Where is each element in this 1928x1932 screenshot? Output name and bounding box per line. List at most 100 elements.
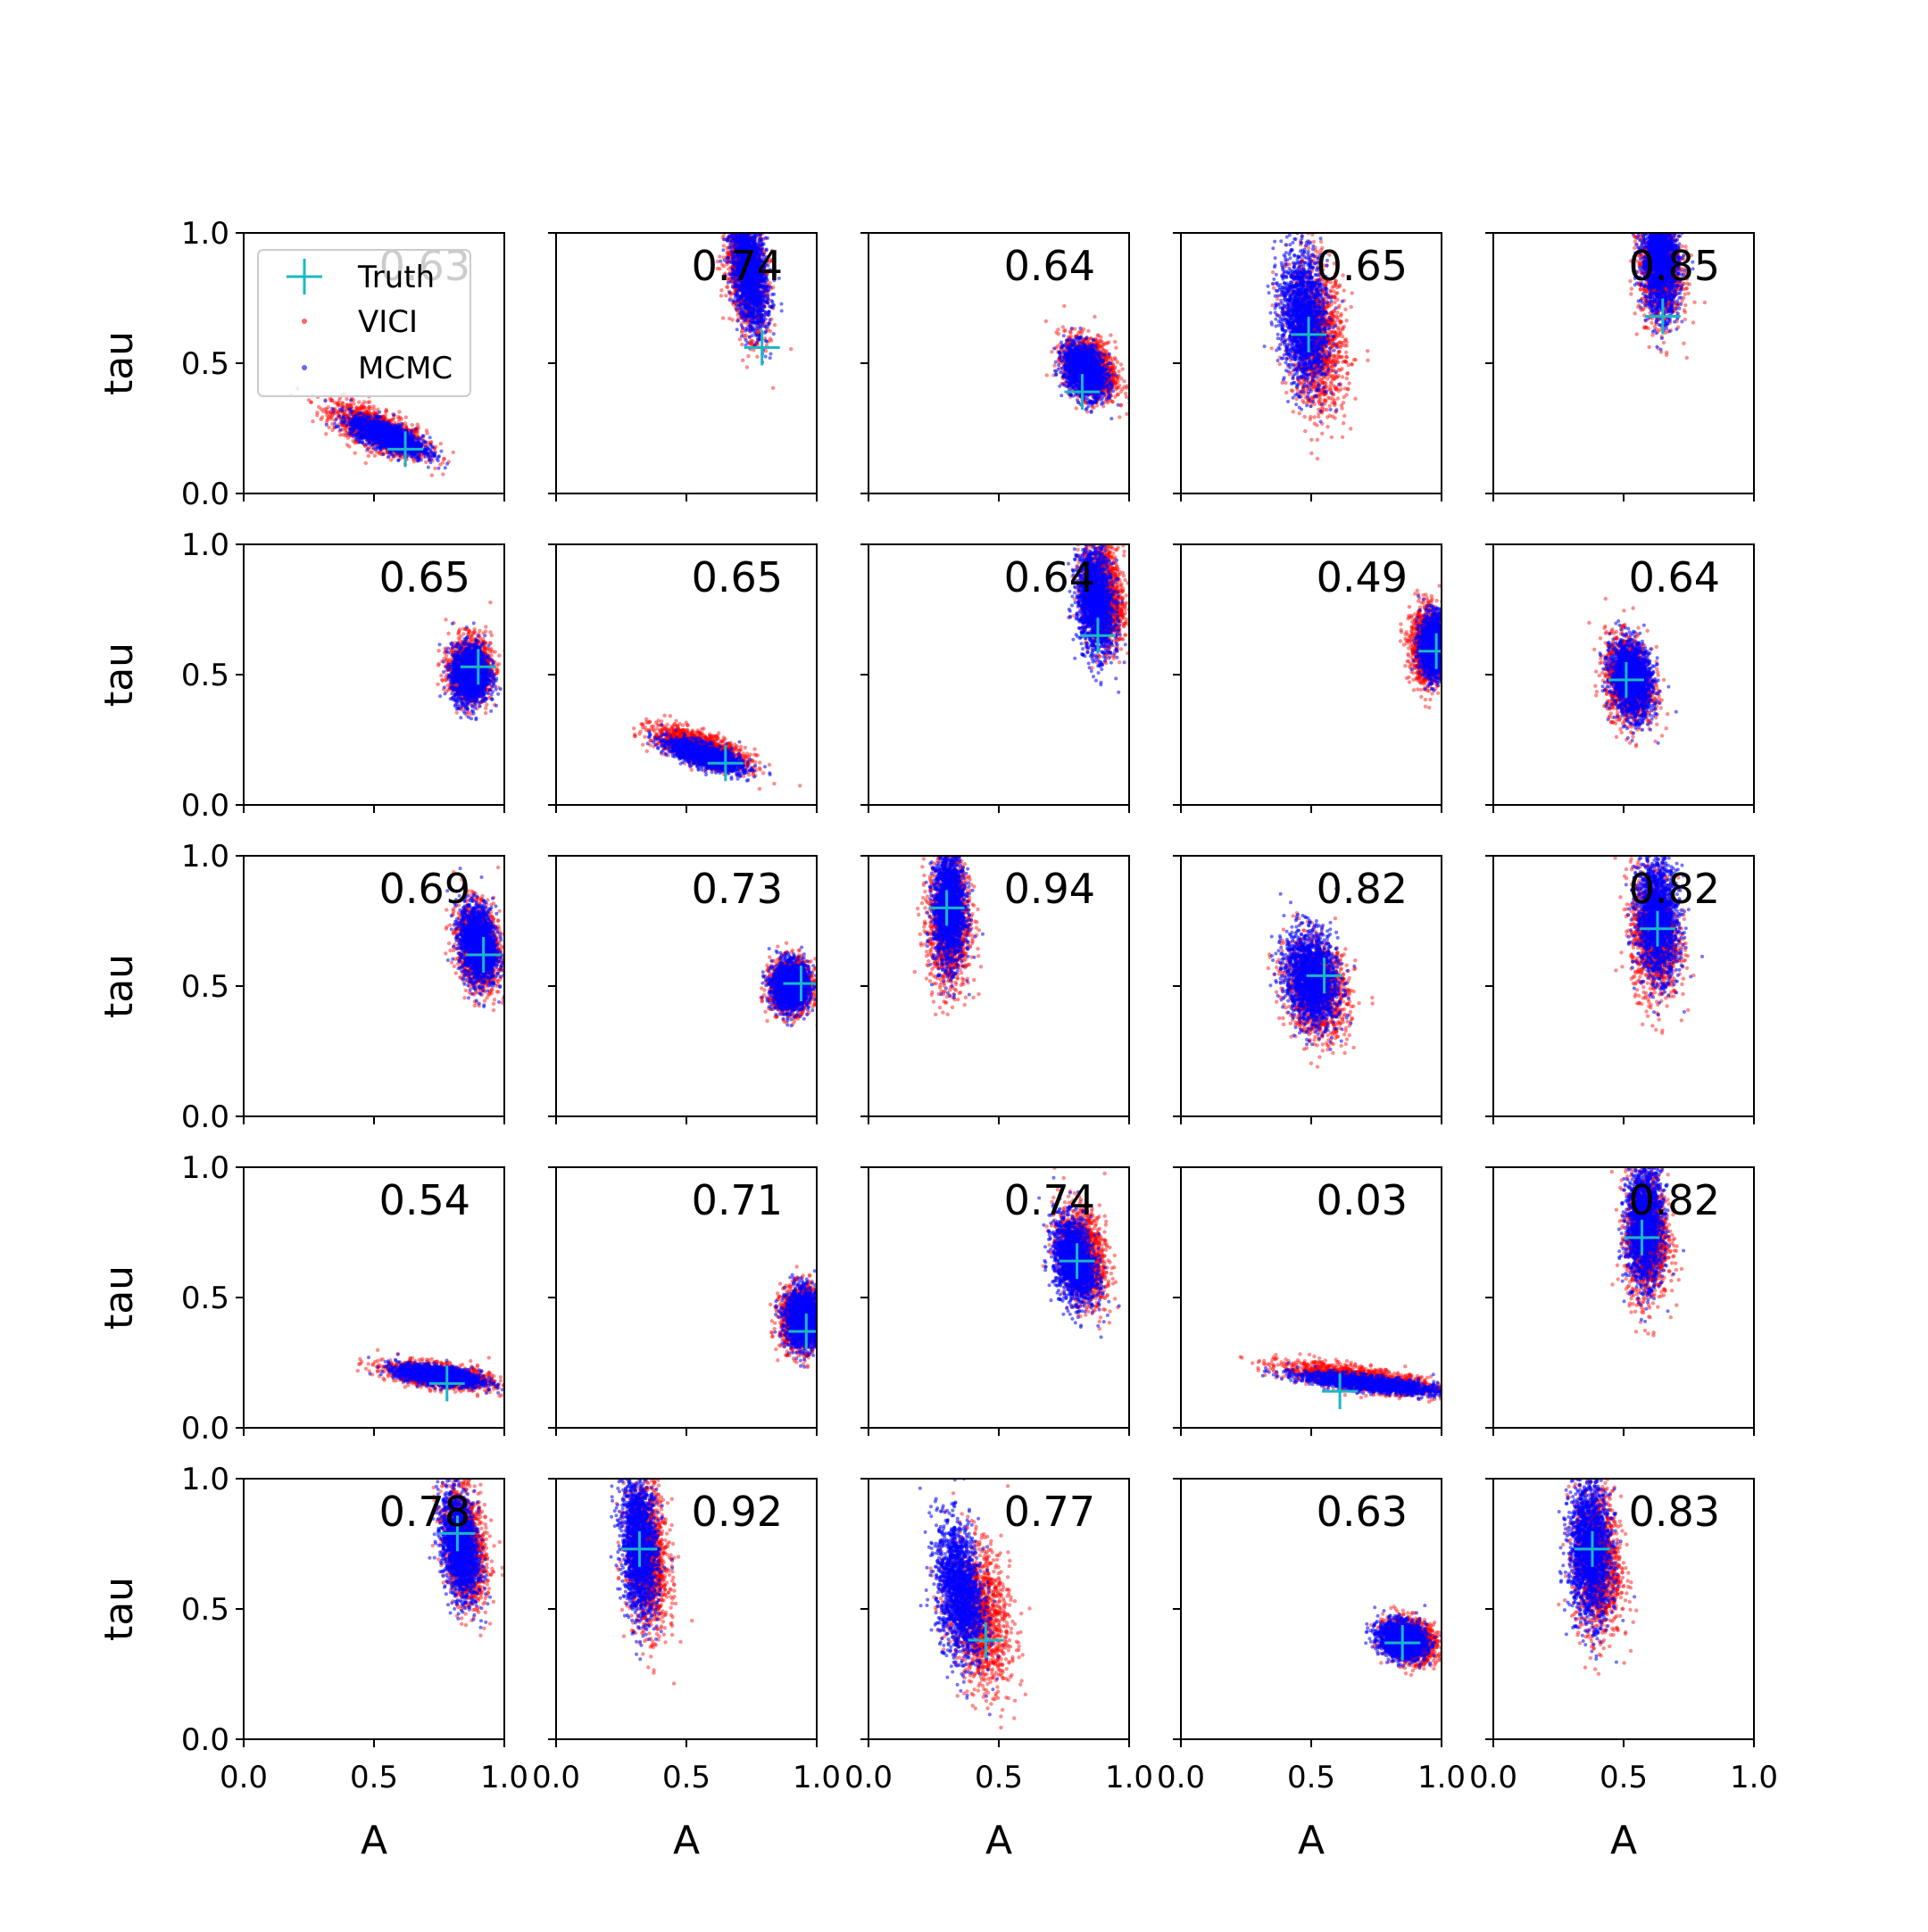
vici-point <box>741 220 744 224</box>
mcmc-point <box>383 427 386 430</box>
mcmc-point <box>325 423 328 427</box>
vici-point <box>724 215 727 219</box>
vici-point <box>735 227 739 230</box>
vici-point <box>742 211 745 215</box>
vici-point <box>734 196 737 200</box>
vici-point <box>739 190 743 194</box>
vici-point <box>753 198 757 202</box>
vici-point <box>735 220 739 224</box>
vici-point <box>731 165 735 169</box>
mcmc-point <box>740 335 744 338</box>
vici-point <box>747 228 751 231</box>
vici-point <box>441 472 445 476</box>
vici-point <box>349 402 353 406</box>
mcmc-point <box>444 466 447 469</box>
mcmc-point <box>392 440 395 444</box>
mcmc-point <box>376 415 379 419</box>
vici-point <box>735 223 738 227</box>
vici-point <box>734 199 737 203</box>
mcmc-point <box>744 211 748 215</box>
mcmc-point <box>421 439 425 443</box>
mcmc-point <box>362 413 366 417</box>
mcmc-point <box>358 440 362 444</box>
vici-point <box>749 216 752 220</box>
mcmc-point <box>750 208 753 211</box>
vici-point <box>735 225 738 228</box>
mcmc-point <box>356 422 360 426</box>
vici-point <box>397 410 401 413</box>
mcmc-point <box>738 218 742 221</box>
vici-point <box>736 225 740 228</box>
vici-point <box>746 217 750 220</box>
vici-point <box>728 223 732 227</box>
vici-point <box>324 432 328 435</box>
mcmc-point <box>396 459 400 462</box>
mcmc-point <box>737 208 741 211</box>
vici-point <box>735 202 738 205</box>
vici-point <box>735 211 739 215</box>
mcmc-point <box>332 410 336 413</box>
vici-point <box>719 215 722 219</box>
vici-point <box>722 201 726 204</box>
mcmc-point <box>392 413 395 417</box>
vici-point <box>734 226 737 229</box>
vici-point <box>345 397 348 401</box>
vici-point <box>738 226 742 229</box>
vici-point <box>749 210 752 213</box>
mcmc-point <box>324 399 328 402</box>
vici-point <box>726 207 729 211</box>
vici-point <box>731 223 735 227</box>
vici-point <box>742 223 745 227</box>
vici-point <box>750 214 753 218</box>
vici-point <box>735 213 738 217</box>
mcmc-point <box>341 409 345 412</box>
vici-point <box>737 211 741 215</box>
vici-point <box>732 216 735 220</box>
y-axis-label: tau <box>96 331 142 395</box>
mcmc-point <box>390 423 394 427</box>
vici-point <box>320 415 324 419</box>
vici-point <box>773 323 777 327</box>
vici-point <box>754 228 758 232</box>
vici-point <box>737 221 741 225</box>
vici-point <box>723 219 727 222</box>
vici-point <box>736 226 740 229</box>
vici-point <box>745 216 749 220</box>
mcmc-point <box>727 202 731 205</box>
vici-point <box>730 216 734 220</box>
vici-point <box>751 224 754 228</box>
vici-point <box>721 205 725 209</box>
vici-point <box>738 337 742 341</box>
vici-point <box>345 404 348 408</box>
vici-point <box>747 226 751 229</box>
mcmc-point <box>379 437 383 441</box>
vici-point <box>747 223 751 227</box>
vici-point <box>755 212 759 216</box>
mcmc-point <box>364 428 368 432</box>
mcmc-point <box>735 222 738 226</box>
mcmc-point <box>764 355 768 359</box>
vici-point <box>721 194 725 197</box>
mcmc-point <box>780 303 784 306</box>
mcmc-point <box>354 435 358 439</box>
vici-point <box>731 217 735 220</box>
mcmc-point <box>733 207 736 211</box>
mcmc-point <box>720 216 724 220</box>
mcmc-point <box>359 419 362 422</box>
y-tick-label: 0.0 <box>181 477 229 512</box>
vici-point <box>719 216 723 220</box>
mcmc-point <box>390 444 394 447</box>
mcmc-point <box>769 352 773 356</box>
vici-point <box>742 206 745 210</box>
vici-point <box>368 405 371 409</box>
vici-point <box>741 226 744 229</box>
mcmc-point <box>392 454 395 458</box>
vici-point <box>751 214 754 218</box>
vici-point <box>735 210 739 213</box>
mcmc-point <box>406 444 410 447</box>
mcmc-point <box>731 222 735 226</box>
vici-point <box>740 343 744 346</box>
mcmc-point <box>366 447 370 451</box>
mcmc-point <box>428 458 431 461</box>
vici-point <box>744 228 748 232</box>
